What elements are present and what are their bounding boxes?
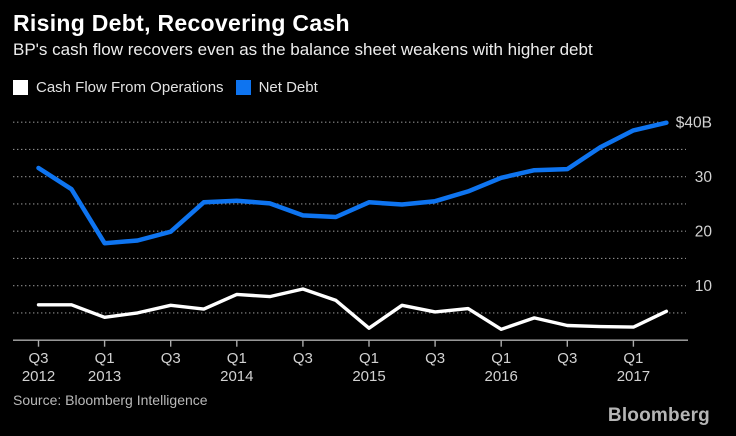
y-axis-label: 30 [695, 169, 713, 186]
y-axis-label: 10 [695, 278, 713, 295]
legend-item-cash-flow: Cash Flow From Operations [13, 79, 224, 96]
x-axis-label-year: 2013 [88, 368, 121, 385]
y-axis-label: 20 [695, 224, 713, 241]
legend: Cash Flow From Operations Net Debt [13, 79, 318, 96]
legend-label-net-debt: Net Debt [258, 79, 318, 96]
legend-swatch-cash-flow-icon [13, 80, 28, 95]
source-note: Source: Bloomberg Intelligence [13, 392, 208, 408]
x-axis-label-quarter: Q1 [95, 350, 115, 367]
x-axis-label-quarter: Q1 [227, 350, 247, 367]
chart-subtitle: BP's cash flow recovers even as the bala… [13, 40, 593, 59]
x-axis-label-year: 2012 [22, 368, 55, 385]
bloomberg-logo: Bloomberg [607, 405, 710, 426]
x-axis-label-quarter: Q1 [359, 350, 379, 367]
legend-label-cash-flow: Cash Flow From Operations [36, 79, 224, 96]
x-axis-label-quarter: Q1 [491, 350, 511, 367]
legend-swatch-net-debt-icon [235, 80, 251, 95]
cash-flow-line [36, 287, 669, 331]
chart-title: Rising Debt, Recovering Cash [13, 10, 350, 36]
y-axis-label: $40B [676, 115, 712, 132]
x-axis-label-quarter: Q3 [28, 350, 48, 367]
x-axis-label-quarter: Q3 [425, 350, 445, 367]
x-axis-label-year: 2015 [352, 368, 385, 385]
legend-item-net-debt: Net Debt [235, 79, 318, 96]
x-axis-label-quarter: Q1 [623, 350, 643, 367]
x-axis-label-year: 2017 [617, 368, 650, 385]
x-axis-label-quarter: Q3 [161, 350, 181, 367]
x-axis-label-year: 2016 [485, 368, 518, 385]
x-axis-label-year: 2014 [220, 368, 253, 385]
x-axis-label-quarter: Q3 [557, 350, 577, 367]
x-axis-label-quarter: Q3 [293, 350, 313, 367]
net-debt-line [36, 120, 669, 246]
